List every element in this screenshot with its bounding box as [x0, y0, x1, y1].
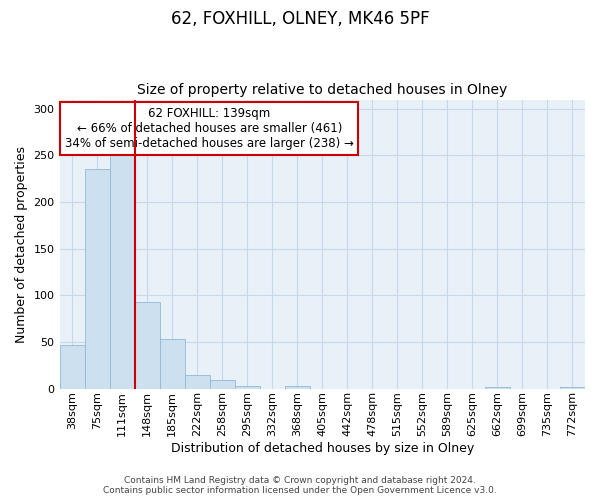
Bar: [134, 302, 160, 388]
Bar: [59, 344, 85, 389]
Bar: [160, 339, 185, 388]
Bar: [235, 386, 260, 388]
Bar: [285, 386, 310, 388]
Y-axis label: Number of detached properties: Number of detached properties: [15, 146, 28, 342]
Text: Contains HM Land Registry data © Crown copyright and database right 2024.
Contai: Contains HM Land Registry data © Crown c…: [103, 476, 497, 495]
Text: 62, FOXHILL, OLNEY, MK46 5PF: 62, FOXHILL, OLNEY, MK46 5PF: [170, 10, 430, 28]
Bar: [209, 380, 235, 388]
Bar: [560, 386, 585, 388]
Title: Size of property relative to detached houses in Olney: Size of property relative to detached ho…: [137, 83, 508, 97]
Bar: [110, 154, 134, 388]
X-axis label: Distribution of detached houses by size in Olney: Distribution of detached houses by size …: [170, 442, 474, 455]
Bar: [485, 386, 510, 388]
Bar: [85, 168, 110, 388]
Text: 62 FOXHILL: 139sqm
← 66% of detached houses are smaller (461)
34% of semi-detach: 62 FOXHILL: 139sqm ← 66% of detached hou…: [65, 107, 354, 150]
Bar: [185, 376, 209, 388]
